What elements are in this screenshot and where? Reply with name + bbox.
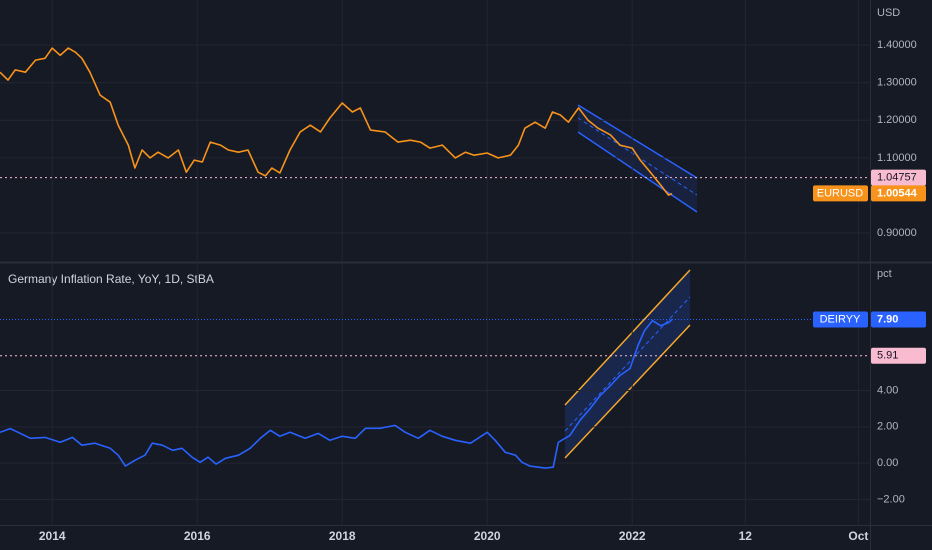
y-tick-label: 1.40000 (877, 39, 917, 51)
last-value-tag (871, 311, 926, 328)
price-tag-label: 5.91 (877, 350, 898, 362)
last-value-label: 7.90 (877, 313, 898, 325)
y-tick-label: 2.00 (877, 421, 898, 433)
series-line (0, 318, 673, 469)
series-name-tag (813, 185, 868, 202)
series-name-label: EURUSD (817, 187, 864, 199)
axis-unit: USD (877, 7, 900, 19)
series-name-label: DEIRYY (820, 313, 861, 325)
last-value-label: 1.00544 (877, 187, 918, 199)
channel-bottom (564, 269, 691, 459)
y-tick-label: 1.20000 (877, 114, 917, 126)
series-line (0, 47, 673, 196)
x-tick-label: 2018 (329, 529, 356, 543)
y-tick-label: 1.30000 (877, 77, 917, 89)
x-tick-label: 2014 (39, 529, 66, 543)
x-tick-label: 2022 (619, 529, 646, 543)
y-tick-label: −2.00 (877, 493, 905, 505)
channel-line (577, 104, 698, 179)
y-tick-label: 0.90000 (877, 227, 917, 239)
y-tick-label: 0.00 (877, 457, 898, 469)
series-name-tag (813, 311, 868, 328)
x-tick-label: Oct (848, 529, 868, 543)
x-tick-label: 2020 (474, 529, 501, 543)
channel-fill (578, 105, 697, 212)
price-tag (871, 169, 926, 186)
channel-line (564, 324, 691, 459)
x-tick-label: 12 (739, 529, 753, 543)
x-tick-label: 2016 (184, 529, 211, 543)
y-tick-label: 4.00 (877, 384, 898, 396)
last-value-tag (871, 185, 926, 202)
channel-line (577, 131, 698, 213)
price-tag (871, 347, 926, 364)
channel-line (564, 269, 691, 406)
channel-mid (564, 296, 691, 432)
indicator-title: Germany Inflation Rate, YoY, 1D, StBA (8, 272, 214, 286)
y-tick-label: 1.10000 (877, 152, 917, 164)
axis-unit: pct (877, 268, 892, 280)
price-tag-label: 1.04757 (877, 171, 917, 183)
